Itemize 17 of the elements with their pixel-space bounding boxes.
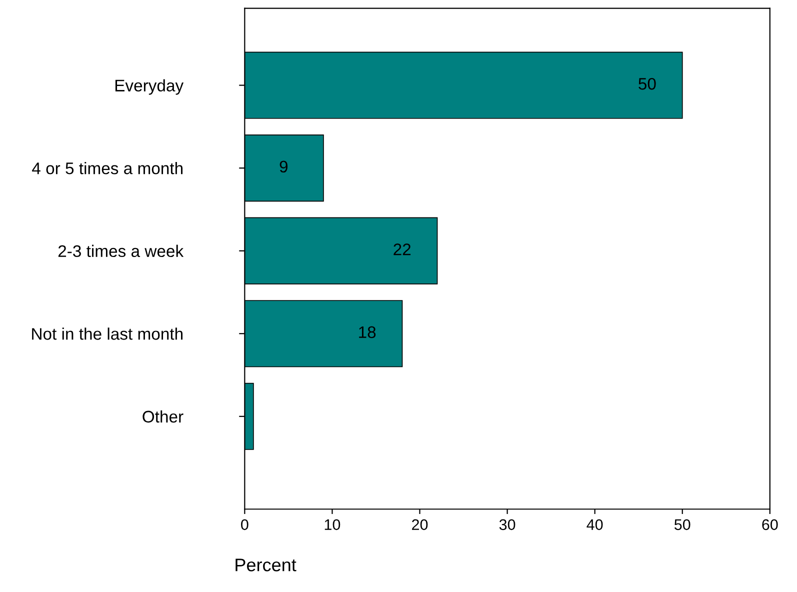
x-tick-label: 40 (586, 519, 603, 530)
x-tick-label: 60 (762, 519, 778, 530)
x-tick-label: 0 (241, 519, 248, 530)
x-tick-label: 50 (674, 519, 690, 530)
y-tick-label: 2-3 times a week (58, 244, 184, 258)
y-tick-label: Other (142, 410, 184, 423)
data-label: 50 (638, 78, 656, 90)
data-label: 9 (280, 160, 288, 173)
x-tick-label: 30 (499, 519, 516, 530)
x-tick-label: 20 (412, 519, 428, 530)
y-tick-label: Everyday (115, 79, 184, 95)
y-tick-label: Not in the last month (32, 328, 182, 340)
x-axis-title: Percent (236, 558, 296, 572)
x-tick-label: 10 (324, 519, 340, 530)
data-label: 22 (394, 244, 411, 256)
y-tick-label: 4 or 5 times a month (32, 162, 182, 174)
data-label: 18 (359, 326, 376, 338)
